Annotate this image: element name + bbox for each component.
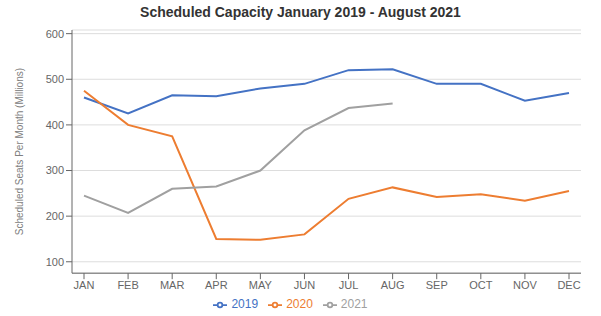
- svg-text:OCT: OCT: [469, 279, 493, 291]
- svg-text:500: 500: [46, 73, 64, 85]
- html-text:2020: 2020: [286, 297, 313, 312]
- svg-text:SEP: SEP: [426, 279, 448, 291]
- html-text:Scheduled Capacity January 201: Scheduled Capacity January 2019 - August…: [140, 4, 461, 20]
- svg-text:600: 600: [46, 28, 64, 40]
- svg-text:MAY: MAY: [249, 279, 273, 291]
- svg-text:JUN: JUN: [294, 279, 315, 291]
- svg-text:400: 400: [46, 119, 64, 131]
- svg-text:Scheduled Seats Per Month (Mil: Scheduled Seats Per Month (Millions): [14, 68, 25, 235]
- svg-text:DEC: DEC: [557, 279, 580, 291]
- svg-text:APR: APR: [205, 279, 228, 291]
- svg-text:FEB: FEB: [117, 279, 138, 291]
- svg-text:300: 300: [46, 164, 64, 176]
- svg-text:JAN: JAN: [74, 279, 95, 291]
- svg-text:100: 100: [46, 256, 64, 268]
- svg-text:AUG: AUG: [381, 279, 405, 291]
- svg-text:JUL: JUL: [339, 279, 359, 291]
- html-text:2021: 2021: [340, 297, 368, 312]
- svg-text:MAR: MAR: [160, 279, 185, 291]
- html-text:2019: 2019: [231, 297, 259, 312]
- svg-text:NOV: NOV: [513, 279, 538, 291]
- svg-text:200: 200: [46, 210, 64, 222]
